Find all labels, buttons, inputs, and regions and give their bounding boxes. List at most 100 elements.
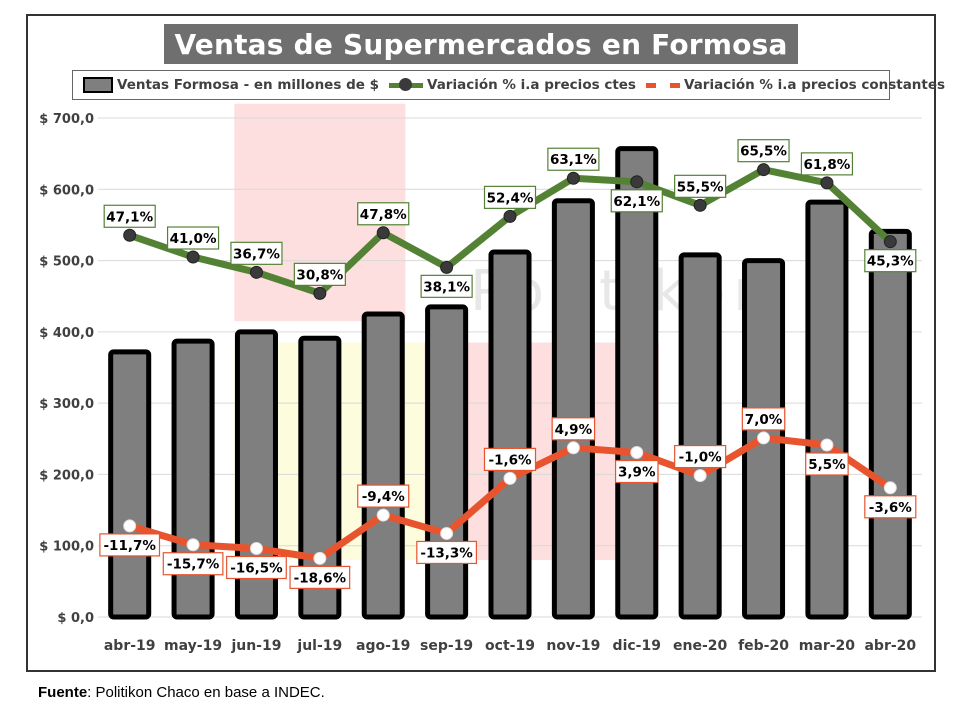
x-tick-label: ene-20 xyxy=(673,638,728,654)
source-note: Fuente: Politikon Chaco en base a INDEC. xyxy=(38,684,325,701)
data-label-box-constantes-dic-19 xyxy=(614,459,659,484)
y-tick-label: $ 100,0 xyxy=(39,540,94,555)
marker-ctes-abr-19 xyxy=(123,228,137,242)
legend-item-line-constantes: Variación % i.a precios constantes xyxy=(645,77,946,93)
x-tick-label: sep-19 xyxy=(420,638,473,654)
data-label-box-ctes-may-19 xyxy=(166,226,220,250)
data-label-box-ctes-feb-20 xyxy=(737,139,790,163)
y-tick-label: $ 0,0 xyxy=(57,611,94,626)
marker-ctes-feb-20 xyxy=(757,163,771,177)
x-tick-label: feb-20 xyxy=(738,638,789,654)
marker-ctes-dic-19 xyxy=(630,175,644,189)
data-label-constantes-sep-19: -13,3% xyxy=(420,545,473,561)
bar-ago-19 xyxy=(361,311,405,620)
data-label-constantes-dic-19: 3,9% xyxy=(618,465,656,481)
y-tick-label: $ 200,0 xyxy=(39,468,94,483)
x-tick-label: may-19 xyxy=(164,638,222,654)
data-label-ctes-sep-19: 38,1% xyxy=(423,279,470,295)
legend-item-bars: Ventas Formosa - en millones de $ xyxy=(83,77,379,93)
bar-may-19 xyxy=(171,338,215,620)
data-label-box-constantes-ago-19 xyxy=(357,484,410,508)
data-label-constantes-jun-19: -16,5% xyxy=(230,560,283,576)
marker-constantes-abr-19 xyxy=(123,519,137,533)
data-label-box-ctes-ene-20 xyxy=(674,174,727,198)
marker-ctes-ene-20 xyxy=(693,198,707,212)
bar-dic-19 xyxy=(615,146,659,620)
x-tick-label: ago-19 xyxy=(356,638,410,654)
marker-ctes-jul-19 xyxy=(313,286,327,300)
marker-constantes-may-19 xyxy=(186,538,200,552)
legend: Ventas Formosa - en millones de $ Variac… xyxy=(72,70,945,100)
data-label-constantes-ene-20: -1,0% xyxy=(679,450,723,466)
bar-nov-19 xyxy=(551,198,595,620)
data-label-box-constantes-oct-19 xyxy=(483,447,537,471)
data-label-box-ctes-jun-19 xyxy=(230,241,283,265)
data-label-box-ctes-abr-20 xyxy=(864,249,917,273)
marker-constantes-abr-20 xyxy=(883,481,897,495)
data-label-box-constantes-ene-20 xyxy=(674,444,727,469)
x-tick-label: abr-20 xyxy=(864,638,916,654)
data-label-box-ctes-mar-20 xyxy=(800,152,854,176)
data-label-ctes-nov-19: 63,1% xyxy=(550,152,597,168)
data-label-constantes-jul-19: -18,6% xyxy=(294,570,347,586)
legend-swatch-line-constantes xyxy=(645,78,680,92)
data-label-ctes-jul-19: 30,8% xyxy=(296,267,343,283)
legend-label-line-constantes: Variación % i.a precios constantes xyxy=(683,77,946,93)
data-label-ctes-mar-20: 61,8% xyxy=(804,157,851,173)
data-label-constantes-abr-19: -11,7% xyxy=(103,538,156,554)
y-tick-label: $ 600,0 xyxy=(39,183,94,198)
data-label-box-constantes-abr-19 xyxy=(99,533,161,557)
marker-ctes-ago-19 xyxy=(376,226,390,240)
data-label-constantes-ago-19: -9,4% xyxy=(362,489,406,505)
data-label-box-constantes-jul-19 xyxy=(289,565,351,589)
y-tick-label: $ 700,0 xyxy=(39,112,94,127)
marker-ctes-may-19 xyxy=(186,250,200,264)
source-label: Fuente xyxy=(38,684,88,701)
marker-constantes-feb-20 xyxy=(757,431,771,445)
legend-label-bars: Ventas Formosa - en millones de $ xyxy=(117,77,379,93)
data-label-ctes-may-19: 41,0% xyxy=(170,231,217,247)
x-tick-label: dic-19 xyxy=(613,638,661,654)
data-label-box-constantes-nov-19 xyxy=(551,417,596,441)
legend-swatch-line-ctes xyxy=(388,78,423,92)
data-label-constantes-mar-20: 5,5% xyxy=(808,457,846,473)
x-tick-label: oct-19 xyxy=(485,638,535,654)
y-tick-label: $ 500,0 xyxy=(39,255,94,270)
bar-abr-20 xyxy=(868,228,912,620)
marker-constantes-mar-20 xyxy=(820,438,834,452)
y-tick-label: $ 300,0 xyxy=(39,397,94,412)
marker-ctes-sep-19 xyxy=(440,260,454,274)
legend-item-line-ctes: Variación % i.a precios ctes xyxy=(388,77,636,93)
legend-swatch-bars xyxy=(83,77,113,93)
data-label-constantes-oct-19: -1,6% xyxy=(488,452,532,468)
data-label-box-ctes-abr-19 xyxy=(103,204,156,228)
data-label-box-constantes-may-19 xyxy=(162,552,224,576)
data-label-box-ctes-nov-19 xyxy=(547,147,600,171)
data-label-ctes-dic-19: 62,1% xyxy=(613,194,660,210)
x-tick-label: mar-20 xyxy=(799,638,855,654)
bar-abr-19 xyxy=(108,349,152,620)
marker-constantes-ago-19 xyxy=(376,508,390,522)
data-label-box-ctes-oct-19 xyxy=(483,185,537,209)
y-axis-ticks: $ 0,0 $ 100,0 $ 200,0 $ 300,0 $ 400,0 $ 500,0… xyxy=(39,112,94,626)
data-label-ctes-abr-19: 47,1% xyxy=(106,209,153,225)
data-label-box-constantes-mar-20 xyxy=(805,452,849,476)
x-tick-label: nov-19 xyxy=(546,638,600,654)
marker-constantes-nov-19 xyxy=(566,441,580,455)
data-label-ctes-ene-20: 55,5% xyxy=(677,179,724,195)
data-label-ctes-abr-20: 45,3% xyxy=(867,254,914,270)
bar-ene-20 xyxy=(678,252,722,620)
data-label-constantes-feb-20: 7,0% xyxy=(745,412,783,428)
marker-constantes-jun-19 xyxy=(249,541,263,555)
data-label-box-constantes-abr-20 xyxy=(864,495,917,519)
data-label-ctes-oct-19: 52,4% xyxy=(487,190,534,206)
data-label-ctes-feb-20: 65,5% xyxy=(740,144,787,160)
chart-title-box: Ventas de Supermercados en Formosa xyxy=(164,24,798,64)
series-markers xyxy=(123,163,897,565)
data-labels: 47,1% 41,0% 36,7% 30,8% 47,8% 38,1% 52,4% 63,1%… xyxy=(99,139,917,589)
marker-ctes-oct-19 xyxy=(503,209,517,223)
marker-ctes-abr-20 xyxy=(883,235,897,249)
marker-constantes-jul-19 xyxy=(313,551,327,565)
marker-constantes-dic-19 xyxy=(630,446,644,460)
